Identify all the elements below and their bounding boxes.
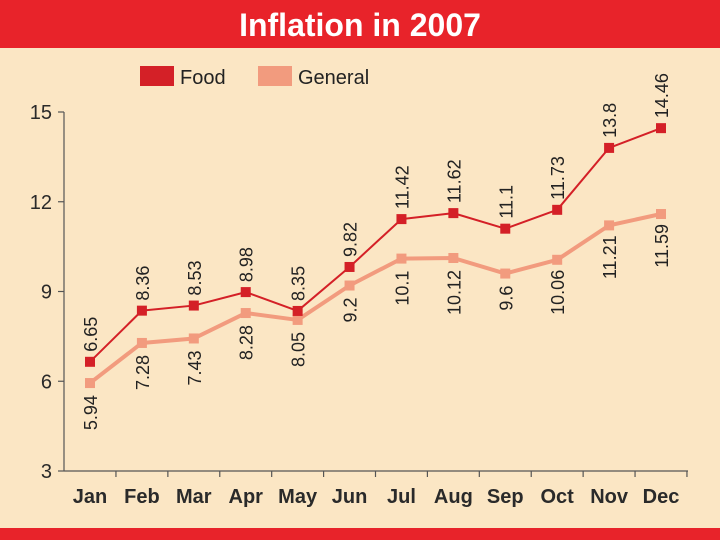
- point-food: [85, 356, 95, 367]
- x-tick-label: Dec: [643, 486, 680, 508]
- y-tick-label: 3: [41, 461, 52, 483]
- point-general: [448, 252, 459, 263]
- x-tick-label: Jun: [332, 486, 368, 508]
- data-label-food: 11.62: [444, 159, 464, 203]
- data-label-food: 8.35: [289, 266, 309, 301]
- legend-swatch-food: [140, 66, 174, 86]
- title-bar: [0, 0, 720, 48]
- data-label-general: 11.59: [652, 224, 672, 268]
- data-label-food: 14.46: [652, 73, 672, 118]
- point-food: [240, 287, 251, 298]
- chart-title: Inflation in 2007: [239, 7, 481, 43]
- x-tick-label: Sep: [487, 486, 524, 508]
- data-label-general: 10.1: [392, 271, 412, 306]
- data-label-general: 5.94: [81, 395, 101, 430]
- point-food: [136, 305, 147, 316]
- y-tick-label: 12: [30, 192, 52, 214]
- point-general: [500, 268, 511, 279]
- y-tick-label: 6: [41, 371, 52, 393]
- point-food: [448, 208, 459, 219]
- point-food: [656, 123, 666, 134]
- series-line-food: [89, 127, 662, 363]
- bottom-bar: [0, 528, 720, 540]
- data-label-general: 8.05: [289, 332, 309, 367]
- point-general: [85, 378, 95, 389]
- point-general: [344, 280, 355, 291]
- data-label-food: 8.53: [185, 261, 205, 296]
- x-tick-label: Oct: [541, 486, 575, 508]
- point-general: [136, 337, 147, 348]
- data-label-general: 11.21: [600, 235, 620, 279]
- point-food: [188, 300, 199, 311]
- data-label-food: 9.82: [341, 222, 361, 257]
- y-tick-label: 9: [41, 282, 52, 304]
- legend-label-food: Food: [180, 67, 226, 89]
- data-label-food: 11.73: [548, 156, 568, 200]
- x-tick-label: Mar: [176, 486, 212, 508]
- x-tick-label: Jul: [387, 486, 416, 508]
- data-label-food: 8.98: [237, 247, 257, 282]
- x-tick-label: Feb: [124, 486, 160, 508]
- x-tick-label: Jan: [73, 486, 107, 508]
- legend: Food General: [140, 66, 369, 89]
- data-label-food: 13.8: [600, 103, 620, 138]
- data-label-food: 11.42: [392, 165, 412, 209]
- data-label-food: 8.36: [133, 266, 153, 301]
- data-label-food: 11.1: [496, 185, 516, 219]
- label-layer: 6.65 8.36 8.53 8.98 8.35 9.82 11.42 11.62 11.1 11…: [81, 73, 672, 430]
- axes: 3 6 9 12 15 Jan Feb Mar Apr May Jun Jul Aug Sep Oct Nov…: [30, 102, 688, 508]
- y-tick-label: 15: [30, 102, 52, 124]
- x-tick-label: Nov: [590, 486, 629, 508]
- point-general: [188, 333, 199, 344]
- legend-label-general: General: [298, 67, 369, 89]
- data-label-food: 6.65: [81, 317, 101, 352]
- point-food: [604, 142, 615, 153]
- point-food: [500, 223, 511, 234]
- data-label-general: 9.6: [496, 286, 516, 311]
- data-label-general: 9.2: [341, 298, 361, 323]
- data-label-general: 10.06: [548, 270, 568, 315]
- data-label-general: 7.43: [185, 350, 205, 385]
- data-label-general: 10.12: [444, 270, 464, 315]
- point-general: [604, 220, 615, 231]
- series-layer: [85, 123, 666, 389]
- data-label-general: 8.28: [237, 325, 257, 360]
- point-general: [240, 308, 251, 319]
- series-line-general: [88, 212, 662, 385]
- x-tick-label: Aug: [434, 486, 473, 508]
- point-general: [552, 254, 563, 265]
- x-tick-label: May: [278, 486, 318, 508]
- point-general: [292, 314, 303, 325]
- point-food: [292, 305, 303, 316]
- point-food: [344, 261, 355, 272]
- point-food: [552, 204, 563, 215]
- x-tick-label: Apr: [229, 486, 264, 508]
- point-general: [656, 209, 666, 220]
- point-food: [396, 214, 407, 225]
- point-general: [396, 253, 407, 264]
- legend-swatch-general: [258, 66, 292, 86]
- data-label-general: 7.28: [133, 355, 153, 390]
